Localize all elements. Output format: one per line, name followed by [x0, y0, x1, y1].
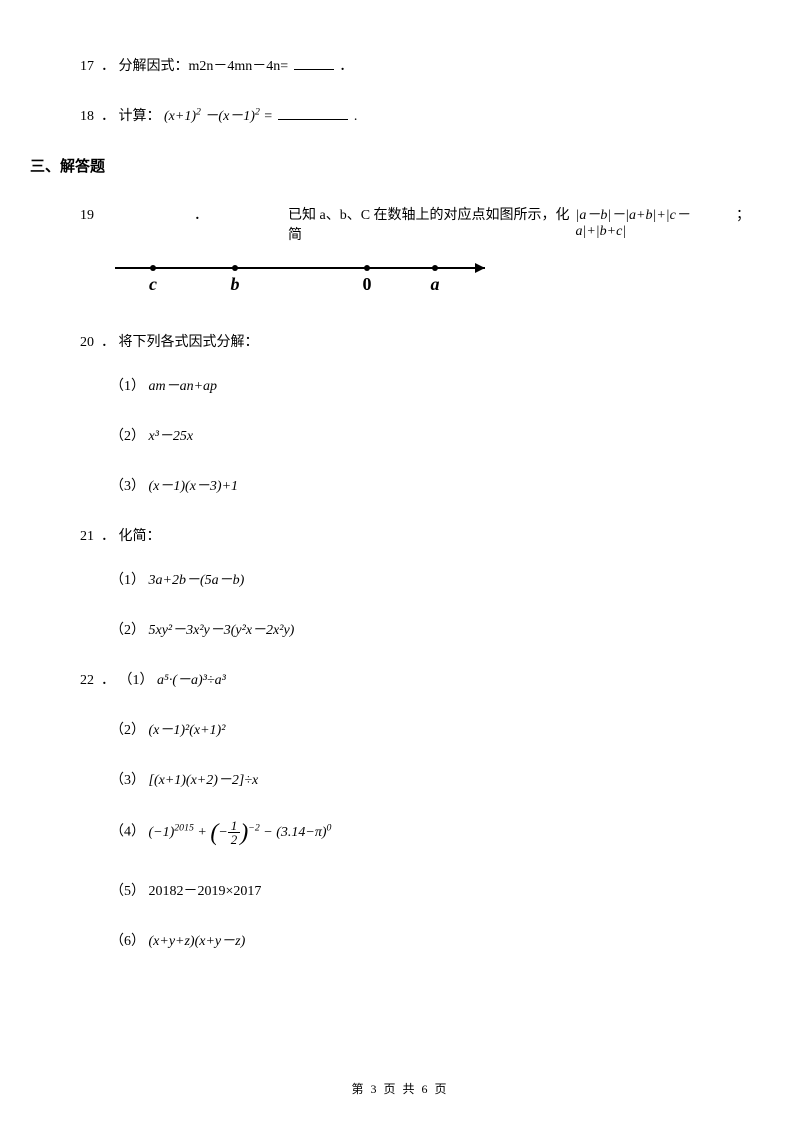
q20-2: （2） x³－25x [50, 425, 750, 445]
q19-desc: 已知 a、b、C 在数轴上的对应点如图所示，化简 [208, 204, 575, 244]
q20-label: 将下列各式因式分解： [119, 335, 259, 350]
q21-num: 21 ． [80, 529, 115, 544]
q19-expr: |a－b|－|a+b|+|c－a|+|b+c| [575, 204, 736, 240]
svg-text:a: a [431, 274, 440, 294]
q18-num: 18 ． [80, 109, 115, 124]
question-21: 21 ． 化简： [50, 525, 750, 545]
svg-text:b: b [231, 274, 240, 294]
q17-suffix: ． [339, 59, 353, 74]
svg-text:0: 0 [363, 274, 372, 294]
q18-expr-mid: －(x－1) [204, 109, 255, 124]
page-footer: 第 3 页 共 6 页 [0, 1080, 800, 1097]
q18-expr-left: (x+1) [164, 109, 196, 124]
question-17: 17 ． 分解因式：m2n－4mn－4n= ． [50, 55, 750, 75]
svg-text:c: c [149, 274, 157, 294]
q20-3: （3） (x－1)(x－3)+1 [50, 475, 750, 495]
q19-num: 19 [80, 208, 94, 224]
q22-5: （5） 20182－2019×2017 [50, 880, 750, 900]
question-18: 18 ． 计算： (x+1)2 －(x－1)2 = . [50, 105, 750, 125]
number-line: c b 0 a [105, 256, 750, 301]
q18-blank [278, 106, 348, 120]
question-22: 22 ． （1） a⁵·(－a)³÷a³ [50, 669, 750, 689]
q19-dot: ． [94, 204, 208, 224]
q20-num: 20 ． [80, 335, 115, 350]
q19-end: ； [736, 204, 750, 224]
q18-suffix: . [354, 109, 358, 124]
number-line-svg: c b 0 a [105, 256, 505, 296]
section-3-title: 三、解答题 [30, 155, 750, 176]
q22-4: （4） (−1)2015 + (−12)−2 − (3.14−π)0 [50, 819, 750, 846]
q21-label: 化简： [119, 529, 161, 544]
q18-expr-eq: = [263, 109, 272, 124]
q22-2: （2） (x－1)²(x+1)² [50, 719, 750, 739]
q18-label: 计算： [119, 109, 161, 124]
question-19: 19 ． 已知 a、b、C 在数轴上的对应点如图所示，化简 |a－b|－|a+b… [50, 204, 750, 244]
q22-3: （3） [(x+1)(x+2)－2]÷x [50, 769, 750, 789]
question-20: 20 ． 将下列各式因式分解： [50, 331, 750, 351]
q21-1: （1） 3a+2b－(5a－b) [50, 569, 750, 589]
q17-text: 分解因式：m2n－4mn－4n= [119, 59, 289, 74]
q20-1: （1） am－an+ap [50, 375, 750, 395]
q17-num: 17 ． [80, 59, 115, 74]
q17-blank [294, 56, 334, 70]
q22-num: 22 ． [80, 673, 115, 688]
q21-2: （2） 5xy²－3x²y－3(y²x－2x²y) [50, 619, 750, 639]
q22-6: （6） (x+y+z)(x+y－z) [50, 930, 750, 950]
